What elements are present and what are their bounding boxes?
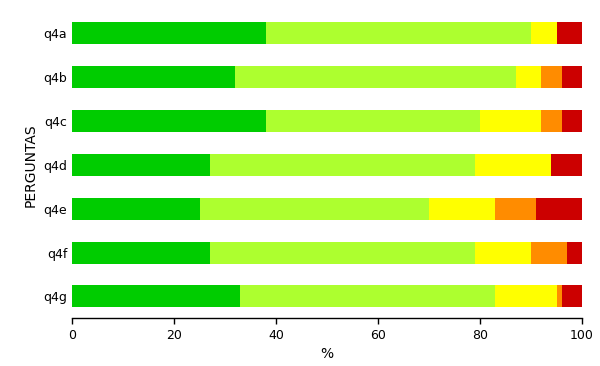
Bar (541, 110, 562, 132)
Bar (562, 285, 582, 307)
Bar (72, 154, 210, 176)
Bar (567, 242, 582, 264)
Bar (536, 198, 582, 220)
Bar (480, 110, 541, 132)
Bar (240, 285, 496, 307)
Bar (557, 22, 582, 44)
Bar (266, 22, 531, 44)
Bar (72, 198, 199, 220)
Bar (72, 242, 210, 264)
Bar (531, 22, 557, 44)
Bar (266, 110, 480, 132)
Bar (72, 285, 240, 307)
Bar (475, 242, 531, 264)
Bar (199, 198, 429, 220)
Bar (72, 66, 235, 88)
Y-axis label: PERGUNTAS: PERGUNTAS (24, 123, 38, 206)
Bar (516, 66, 541, 88)
X-axis label: %: % (320, 347, 334, 361)
Bar (210, 242, 475, 264)
Bar (235, 66, 516, 88)
Bar (72, 110, 266, 132)
Bar (496, 198, 536, 220)
Bar (210, 154, 475, 176)
Bar (562, 110, 582, 132)
Bar (531, 242, 567, 264)
Bar (557, 285, 562, 307)
Bar (541, 66, 562, 88)
Bar (72, 22, 266, 44)
Bar (496, 285, 557, 307)
Bar (475, 154, 551, 176)
Bar (562, 66, 582, 88)
Bar (429, 198, 496, 220)
Bar (551, 154, 582, 176)
